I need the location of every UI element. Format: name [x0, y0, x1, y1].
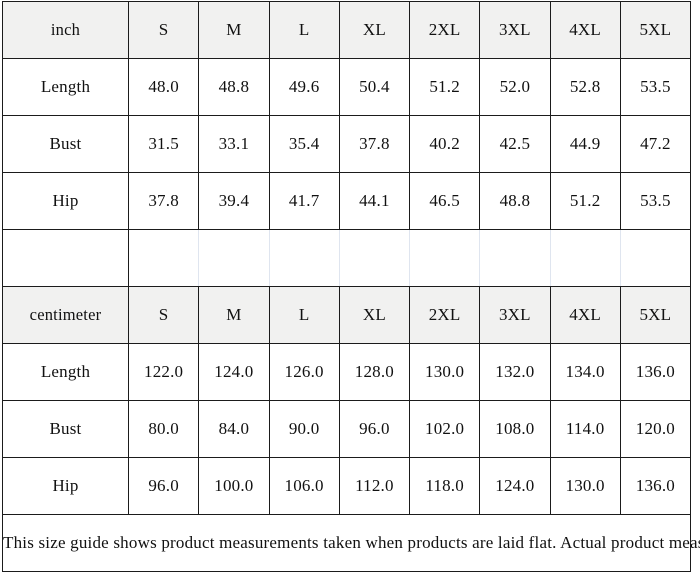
- section-spacer-row: [2, 229, 692, 287]
- inch-size-header-s: S: [127, 1, 200, 59]
- inch-length-xl: 50.4: [338, 58, 411, 116]
- inch-bust-5xl: 47.2: [619, 115, 692, 173]
- cm-bust-m: 84.0: [198, 400, 270, 458]
- cm-bust-label: Bust: [2, 400, 129, 458]
- cm-size-header-xl: XL: [338, 286, 411, 344]
- cm-hip-s: 96.0: [127, 457, 200, 515]
- inch-hip-l: 41.7: [268, 172, 340, 230]
- inch-hip-xl: 44.1: [338, 172, 411, 230]
- table-row: Bust 31.5 33.1 35.4 37.8 40.2 42.5 44.9 …: [2, 115, 692, 173]
- cm-length-m: 124.0: [198, 343, 270, 401]
- cm-hip-5xl: 136.0: [619, 457, 692, 515]
- cm-hip-4xl: 130.0: [549, 457, 621, 515]
- cm-length-3xl: 132.0: [479, 343, 551, 401]
- cm-hip-2xl: 118.0: [408, 457, 481, 515]
- spacer-cell: [2, 229, 129, 287]
- inch-bust-m: 33.1: [198, 115, 270, 173]
- inch-size-header-3xl: 3XL: [479, 1, 551, 59]
- inch-length-s: 48.0: [127, 58, 200, 116]
- inch-hip-5xl: 53.5: [619, 172, 692, 230]
- cm-bust-s: 80.0: [127, 400, 200, 458]
- cm-size-header-5xl: 5XL: [619, 286, 692, 344]
- cm-length-5xl: 136.0: [619, 343, 692, 401]
- cm-bust-5xl: 120.0: [619, 400, 692, 458]
- inch-size-header-2xl: 2XL: [408, 1, 481, 59]
- inch-size-header-m: M: [198, 1, 270, 59]
- cm-bust-2xl: 102.0: [408, 400, 481, 458]
- inch-hip-2xl: 46.5: [408, 172, 481, 230]
- inch-length-3xl: 52.0: [479, 58, 551, 116]
- inch-bust-l: 35.4: [268, 115, 340, 173]
- cm-length-2xl: 130.0: [408, 343, 481, 401]
- cm-size-header-m: M: [198, 286, 270, 344]
- table-row: Hip 37.8 39.4 41.7 44.1 46.5 48.8 51.2 5…: [2, 172, 692, 230]
- inch-length-m: 48.8: [198, 58, 270, 116]
- cm-size-header-4xl: 4XL: [549, 286, 621, 344]
- inch-bust-3xl: 42.5: [479, 115, 551, 173]
- inch-size-header-4xl: 4XL: [549, 1, 621, 59]
- spacer-cell: [198, 229, 270, 287]
- spacer-cell: [619, 229, 692, 287]
- inch-length-4xl: 52.8: [549, 58, 621, 116]
- cm-hip-l: 106.0: [268, 457, 340, 515]
- cm-length-label: Length: [2, 343, 129, 401]
- cm-bust-4xl: 114.0: [549, 400, 621, 458]
- inch-length-5xl: 53.5: [619, 58, 692, 116]
- inch-size-header-5xl: 5XL: [619, 1, 692, 59]
- inch-hip-label: Hip: [2, 172, 129, 230]
- cm-bust-l: 90.0: [268, 400, 340, 458]
- inch-hip-4xl: 51.2: [549, 172, 621, 230]
- inch-bust-label: Bust: [2, 115, 129, 173]
- inch-hip-m: 39.4: [198, 172, 270, 230]
- cm-length-l: 126.0: [268, 343, 340, 401]
- inch-bust-4xl: 44.9: [549, 115, 621, 173]
- inch-bust-xl: 37.8: [338, 115, 411, 173]
- table-row: Length 48.0 48.8 49.6 50.4 51.2 52.0 52.…: [2, 58, 692, 116]
- cm-length-xl: 128.0: [338, 343, 411, 401]
- inch-hip-3xl: 48.8: [479, 172, 551, 230]
- spacer-cell: [268, 229, 340, 287]
- inch-bust-2xl: 40.2: [408, 115, 481, 173]
- inch-hip-s: 37.8: [127, 172, 200, 230]
- footer-note-row: This size guide shows product measuremen…: [2, 514, 700, 572]
- spacer-cell: [338, 229, 411, 287]
- inch-unit-label: inch: [2, 1, 129, 59]
- spacer-cell: [127, 229, 200, 287]
- inch-size-header-l: L: [268, 1, 340, 59]
- cm-hip-xl: 112.0: [338, 457, 411, 515]
- size-guide-disclaimer: This size guide shows product measuremen…: [2, 514, 700, 572]
- spacer-cell: [549, 229, 621, 287]
- cm-hip-label: Hip: [2, 457, 129, 515]
- inch-bust-s: 31.5: [127, 115, 200, 173]
- cm-size-header-s: S: [127, 286, 200, 344]
- table-row: Bust 80.0 84.0 90.0 96.0 102.0 108.0 114…: [2, 400, 692, 458]
- spacer-cell: [479, 229, 551, 287]
- cm-size-header-2xl: 2XL: [408, 286, 481, 344]
- cm-length-s: 122.0: [127, 343, 200, 401]
- spacer-cell: [408, 229, 481, 287]
- table-row: Hip 96.0 100.0 106.0 112.0 118.0 124.0 1…: [2, 457, 692, 515]
- cm-bust-3xl: 108.0: [479, 400, 551, 458]
- cm-size-header-l: L: [268, 286, 340, 344]
- inch-size-header-xl: XL: [338, 1, 411, 59]
- cm-hip-3xl: 124.0: [479, 457, 551, 515]
- inch-length-2xl: 51.2: [408, 58, 481, 116]
- cm-length-4xl: 134.0: [549, 343, 621, 401]
- inch-length-label: Length: [2, 58, 129, 116]
- cm-hip-m: 100.0: [198, 457, 270, 515]
- table-row: Length 122.0 124.0 126.0 128.0 130.0 132…: [2, 343, 692, 401]
- centimeter-header-row: centimeter S M L XL 2XL 3XL 4XL 5XL: [2, 286, 692, 344]
- inch-length-l: 49.6: [268, 58, 340, 116]
- cm-bust-xl: 96.0: [338, 400, 411, 458]
- inch-header-row: inch S M L XL 2XL 3XL 4XL 5XL: [2, 1, 692, 59]
- cm-size-header-3xl: 3XL: [479, 286, 551, 344]
- centimeter-unit-label: centimeter: [2, 286, 129, 344]
